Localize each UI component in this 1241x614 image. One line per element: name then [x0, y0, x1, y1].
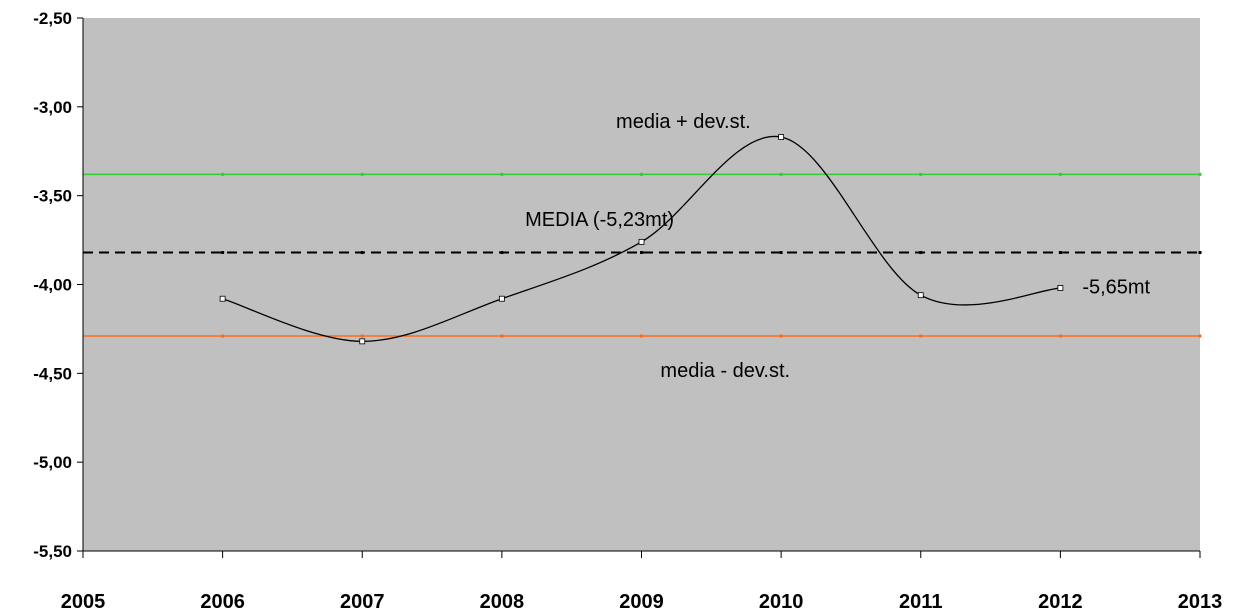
data-point-2007 [359, 338, 366, 345]
y-tick-label: -3,00 [33, 98, 72, 117]
reference-marker-1-6 [1058, 251, 1062, 255]
axes-group [77, 17, 1201, 558]
reference-marker-2-6 [1058, 334, 1062, 338]
annotations-group: media + dev.st. MEDIA (-5,23mt) media - de… [525, 111, 1150, 382]
y-tick-label: -3,50 [33, 187, 72, 206]
reference-marker-2-1 [360, 334, 364, 338]
reference-marker-1-4 [779, 251, 783, 255]
markers-group [219, 134, 1064, 345]
x-tick-label: 2006 [200, 591, 245, 613]
reference-marker-2-3 [640, 334, 643, 338]
x-tick-label: 2008 [480, 591, 525, 613]
y-tick-labels: -2,50 -3,00 -3,50 -4,00 -4,50 -5,00 -5,50 [33, 9, 72, 561]
reference-marker-0-1 [360, 172, 364, 176]
annotation-label-3: -5,65mt [1082, 276, 1150, 298]
reference-marker-0-5 [919, 172, 923, 176]
reference-marker-2-7 [1198, 334, 1202, 338]
reference-marker-2-4 [779, 334, 783, 338]
reference-marker-1-2 [500, 251, 504, 255]
annotation-label-1: MEDIA (-5,23mt) [525, 209, 674, 231]
annotation-label-2: media - dev.st. [660, 360, 790, 382]
x-tick-label: 2007 [340, 591, 385, 613]
plot-area [83, 18, 1200, 551]
x-tick-labels: 2005 2006 2007 2008 2009 2010 2011 2012 2013 [61, 591, 1223, 613]
data-point-2012 [1057, 285, 1064, 291]
x-tick-label: 2012 [1038, 591, 1083, 613]
reference-marker-2-5 [919, 334, 923, 338]
data-point-2010 [778, 134, 785, 140]
reference-marker-0-0 [221, 172, 225, 176]
y-tick-label: -4,00 [33, 276, 72, 295]
reference-marker-0-3 [640, 172, 643, 176]
reference-marker-1-0 [221, 251, 225, 255]
data-point-2009 [638, 238, 645, 245]
x-tick-label: 2009 [619, 591, 664, 613]
reference-marker-0-6 [1058, 172, 1062, 176]
reference-marker-2-2 [500, 334, 504, 338]
y-tick-label: -2,50 [33, 9, 72, 28]
x-tick-label: 2013 [1178, 591, 1223, 613]
data-point-2011 [917, 292, 924, 299]
annotation-label-0: media + dev.st. [616, 111, 751, 133]
reference-marker-1-5 [919, 251, 923, 255]
reference-marker-0-7 [1198, 172, 1202, 176]
y-tick-label: -5,00 [33, 453, 72, 472]
x-tick-label: 2010 [759, 591, 804, 613]
y-tick-label: -5,50 [33, 542, 72, 561]
x-tick-label: 2005 [61, 591, 106, 613]
reference-marker-0-2 [500, 172, 504, 176]
reference-marker-1-7 [1198, 251, 1202, 255]
y-tick-label: -4,50 [33, 364, 72, 383]
reference-marker-1-1 [360, 251, 364, 255]
reference-marker-0-4 [779, 172, 783, 176]
data-point-2008 [498, 295, 505, 302]
x-tick-label: 2011 [899, 591, 942, 613]
reference-marker-2-0 [221, 334, 225, 338]
reference-marker-1-3 [640, 251, 643, 255]
reference-lines [83, 172, 1202, 338]
data-point-2006 [219, 295, 226, 302]
